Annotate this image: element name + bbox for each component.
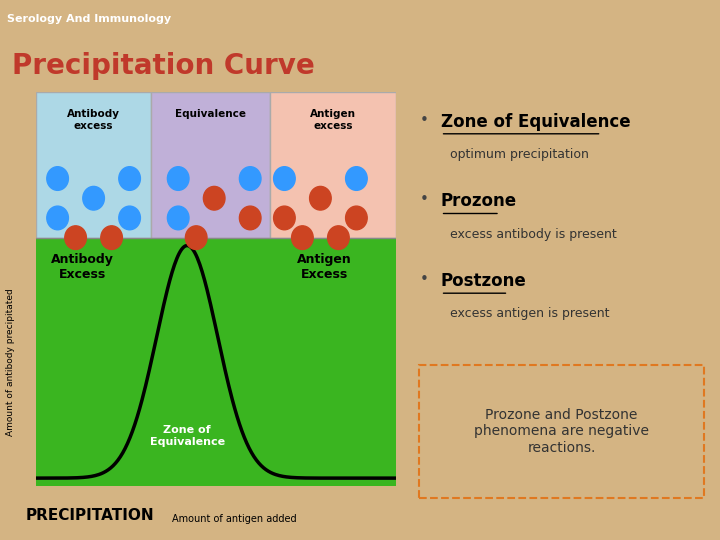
Circle shape	[101, 226, 122, 249]
Circle shape	[47, 206, 68, 230]
Circle shape	[239, 167, 261, 191]
Circle shape	[328, 226, 349, 249]
Text: Amount of antigen added: Amount of antigen added	[171, 514, 297, 524]
Text: Zone of Equivalence: Zone of Equivalence	[441, 112, 630, 131]
Circle shape	[119, 206, 140, 230]
Text: Antibody
excess: Antibody excess	[67, 109, 120, 131]
Circle shape	[346, 167, 367, 191]
Circle shape	[83, 186, 104, 210]
Circle shape	[274, 167, 295, 191]
Text: excess antibody is present: excess antibody is present	[450, 228, 616, 241]
Text: •: •	[420, 272, 428, 287]
Circle shape	[186, 226, 207, 249]
Text: Prozone: Prozone	[441, 192, 517, 210]
Circle shape	[292, 226, 313, 249]
Text: Prozone and Postzone
phenomena are negative
reactions.: Prozone and Postzone phenomena are negat…	[474, 408, 649, 455]
FancyBboxPatch shape	[36, 238, 396, 486]
Circle shape	[47, 167, 68, 191]
Circle shape	[239, 206, 261, 230]
FancyBboxPatch shape	[151, 92, 270, 238]
Text: Postzone: Postzone	[441, 272, 526, 290]
Circle shape	[167, 167, 189, 191]
Text: Amount of antibody precipitated: Amount of antibody precipitated	[6, 288, 15, 436]
Text: Serology And Immunology: Serology And Immunology	[7, 14, 171, 24]
FancyBboxPatch shape	[36, 92, 151, 238]
Text: Zone of
Equivalence: Zone of Equivalence	[150, 425, 225, 447]
Text: Antigen
Excess: Antigen Excess	[297, 253, 351, 281]
Text: •: •	[420, 192, 428, 207]
FancyBboxPatch shape	[270, 92, 396, 238]
Text: PRECIPITATION: PRECIPITATION	[26, 508, 154, 523]
Text: Antigen
excess: Antigen excess	[310, 109, 356, 131]
Text: Antibody
Excess: Antibody Excess	[51, 253, 114, 281]
Text: excess antigen is present: excess antigen is present	[450, 307, 609, 320]
Circle shape	[346, 206, 367, 230]
Circle shape	[65, 226, 86, 249]
Text: •: •	[420, 112, 428, 127]
Circle shape	[310, 186, 331, 210]
Text: Equivalence: Equivalence	[175, 109, 246, 119]
Text: Precipitation Curve: Precipitation Curve	[12, 52, 315, 80]
Text: optimum precipitation: optimum precipitation	[450, 148, 588, 161]
Circle shape	[204, 186, 225, 210]
Circle shape	[274, 206, 295, 230]
Circle shape	[167, 206, 189, 230]
Circle shape	[119, 167, 140, 191]
